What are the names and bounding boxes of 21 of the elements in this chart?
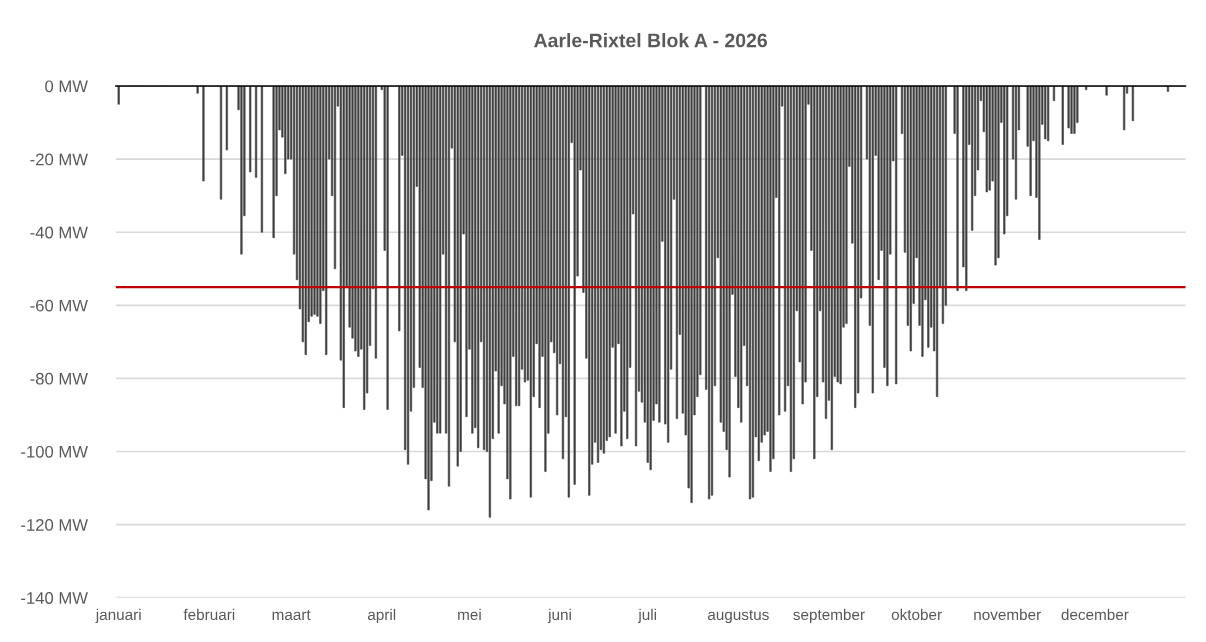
y-tick-label: -40 MW bbox=[30, 226, 88, 239]
x-tick-label: oktober bbox=[891, 608, 942, 621]
y-tick-label: -100 MW bbox=[21, 445, 88, 458]
y-tick-label: -60 MW bbox=[30, 299, 88, 312]
x-tick-label: juli bbox=[638, 608, 657, 624]
x-tick-label: november bbox=[974, 608, 1041, 621]
y-tick-label: -140 MW bbox=[21, 592, 88, 604]
x-tick-label: september bbox=[793, 608, 865, 624]
x-tick-label: april bbox=[367, 608, 396, 624]
chart-title: Aarle-Rixtel Blok A - 2026 bbox=[534, 33, 767, 48]
x-tick-label: februari bbox=[183, 608, 235, 621]
y-tick-label: -80 MW bbox=[30, 372, 88, 385]
x-tick-label: december bbox=[1061, 608, 1129, 621]
x-tick-label: juni bbox=[547, 608, 571, 624]
y-tick-label: -20 MW bbox=[30, 153, 88, 166]
y-tick-label: -120 MW bbox=[21, 519, 88, 531]
x-tick-label: mei bbox=[458, 608, 481, 621]
y-tick-label: 0 MW bbox=[45, 80, 88, 93]
x-tick-label: januari bbox=[95, 608, 141, 624]
x-tick-label: maart bbox=[272, 610, 311, 621]
x-tick-label: augustus bbox=[707, 610, 769, 624]
